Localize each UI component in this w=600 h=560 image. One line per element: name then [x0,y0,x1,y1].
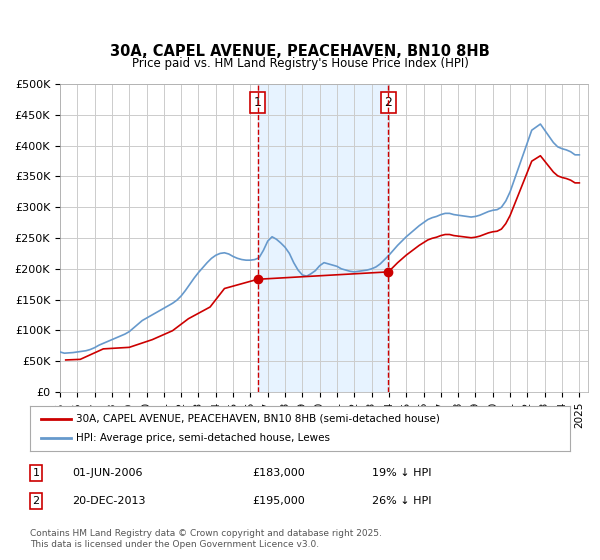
Text: 1: 1 [254,96,262,109]
Text: 20-DEC-2013: 20-DEC-2013 [72,496,146,506]
Text: Price paid vs. HM Land Registry's House Price Index (HPI): Price paid vs. HM Land Registry's House … [131,57,469,70]
Text: 2: 2 [32,496,40,506]
Bar [257,84,388,392]
Text: 30A, CAPEL AVENUE, PEACEHAVEN, BN10 8HB (semi-detached house): 30A, CAPEL AVENUE, PEACEHAVEN, BN10 8HB … [76,413,440,423]
Text: £183,000: £183,000 [252,468,305,478]
Text: 2: 2 [385,96,392,109]
Text: 19% ↓ HPI: 19% ↓ HPI [372,468,431,478]
Text: 26% ↓ HPI: 26% ↓ HPI [372,496,431,506]
Text: Contains HM Land Registry data © Crown copyright and database right 2025.
This d: Contains HM Land Registry data © Crown c… [30,529,382,549]
Text: 1: 1 [32,468,40,478]
Text: 30A, CAPEL AVENUE, PEACEHAVEN, BN10 8HB: 30A, CAPEL AVENUE, PEACEHAVEN, BN10 8HB [110,44,490,59]
Text: HPI: Average price, semi-detached house, Lewes: HPI: Average price, semi-detached house,… [76,433,330,444]
Text: £195,000: £195,000 [252,496,305,506]
Text: 01-JUN-2006: 01-JUN-2006 [72,468,143,478]
